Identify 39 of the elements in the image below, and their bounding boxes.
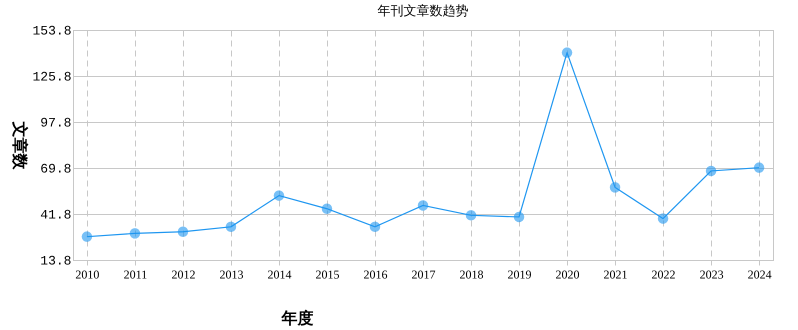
point [514, 212, 524, 222]
point [706, 166, 716, 176]
point [466, 210, 476, 221]
chart-title: 年刊文章数趋势 [378, 3, 468, 18]
x-tick-label: 2018 [460, 268, 484, 282]
point [82, 231, 92, 242]
x-tick-label: 2021 [604, 268, 628, 282]
point [658, 213, 668, 224]
point [610, 182, 620, 193]
x-tick-label: 2010 [75, 268, 100, 282]
point [418, 200, 428, 211]
point [370, 222, 380, 232]
x-tick-label: 2012 [171, 268, 196, 282]
x-tick-label: 2013 [219, 268, 244, 282]
point [130, 228, 140, 239]
x-tick-label: 2020 [556, 268, 580, 282]
x-tick-label: 2015 [315, 268, 340, 282]
x-tick-label: 2014 [267, 268, 292, 282]
y-axis-title: 文章数 [10, 120, 28, 170]
y-tick-label: 97.8 [40, 116, 72, 130]
point [274, 190, 284, 201]
y-tick-label: 69.8 [40, 162, 72, 176]
x-tick-label: 2019 [508, 268, 532, 282]
point [562, 47, 572, 58]
point [226, 222, 236, 232]
y-tick-label: 41.8 [40, 208, 72, 222]
x-tick-label: 2022 [652, 268, 676, 282]
x-tick-label: 2023 [700, 268, 724, 282]
x-axis-title: 年度 [280, 308, 314, 328]
y-tick-label: 125.8 [32, 70, 72, 84]
x-tick-label: 2024 [748, 268, 772, 282]
y-tick-label: 13.8 [40, 254, 72, 268]
point [322, 204, 332, 214]
x-tick-label: 2011 [124, 268, 148, 282]
x-tick-label: 2017 [412, 268, 436, 282]
point [754, 162, 764, 173]
x-tick-label: 2016 [363, 268, 388, 282]
y-tick-label: 153.8 [32, 24, 72, 38]
point [178, 226, 188, 237]
